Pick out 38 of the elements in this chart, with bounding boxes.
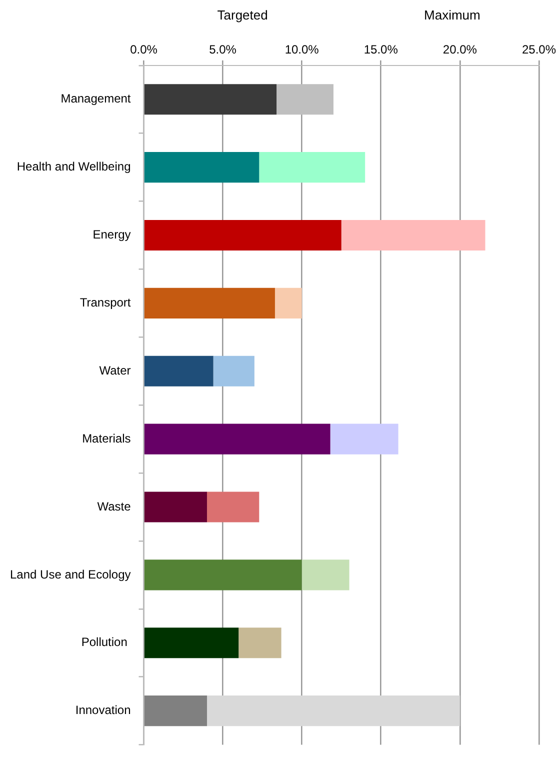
bar: [259, 152, 366, 183]
y-tick-label: Energy: [92, 228, 131, 242]
text: Maximum: [424, 8, 480, 23]
bar: [144, 560, 302, 590]
x-tick-label: 10.0%: [284, 42, 320, 57]
bar: [213, 356, 254, 386]
x-tick-label: 5.0%: [209, 42, 237, 57]
bar: [206, 492, 260, 522]
bar: [144, 288, 275, 318]
bar: [274, 288, 302, 318]
y-tick-label: Innovation: [75, 703, 131, 718]
x-tick-label: 20.0%: [442, 42, 478, 57]
bar: [144, 84, 277, 115]
bar: [144, 492, 207, 522]
bar: [238, 628, 282, 658]
y-tick-label: Transport: [80, 296, 132, 310]
bar: [144, 424, 330, 454]
y-tick-label: Health and Wellbeing: [16, 160, 131, 174]
x-tick-label: 15.0%: [364, 42, 398, 57]
y-tick-label: Pollution: [81, 635, 131, 650]
y-tick-label: Water: [99, 363, 131, 378]
bar: [144, 696, 207, 726]
bar: [276, 84, 334, 115]
x-tick-label: 25.0%: [522, 42, 556, 57]
x-tick-label: 0.0%: [130, 42, 158, 57]
bar: [330, 424, 398, 454]
text: Targeted: [217, 8, 268, 23]
y-tick-label: Waste: [97, 499, 132, 514]
bar: [144, 628, 239, 658]
bar: [144, 152, 260, 183]
bar: [206, 696, 460, 726]
y-tick-label: Land Use and Ecology: [10, 567, 131, 582]
bar: [144, 220, 342, 251]
y-tick-label: Materials: [82, 431, 131, 446]
y-tick-label: Management: [60, 92, 132, 106]
bar: [144, 356, 214, 386]
bar: [341, 220, 486, 251]
bar: [302, 560, 350, 590]
